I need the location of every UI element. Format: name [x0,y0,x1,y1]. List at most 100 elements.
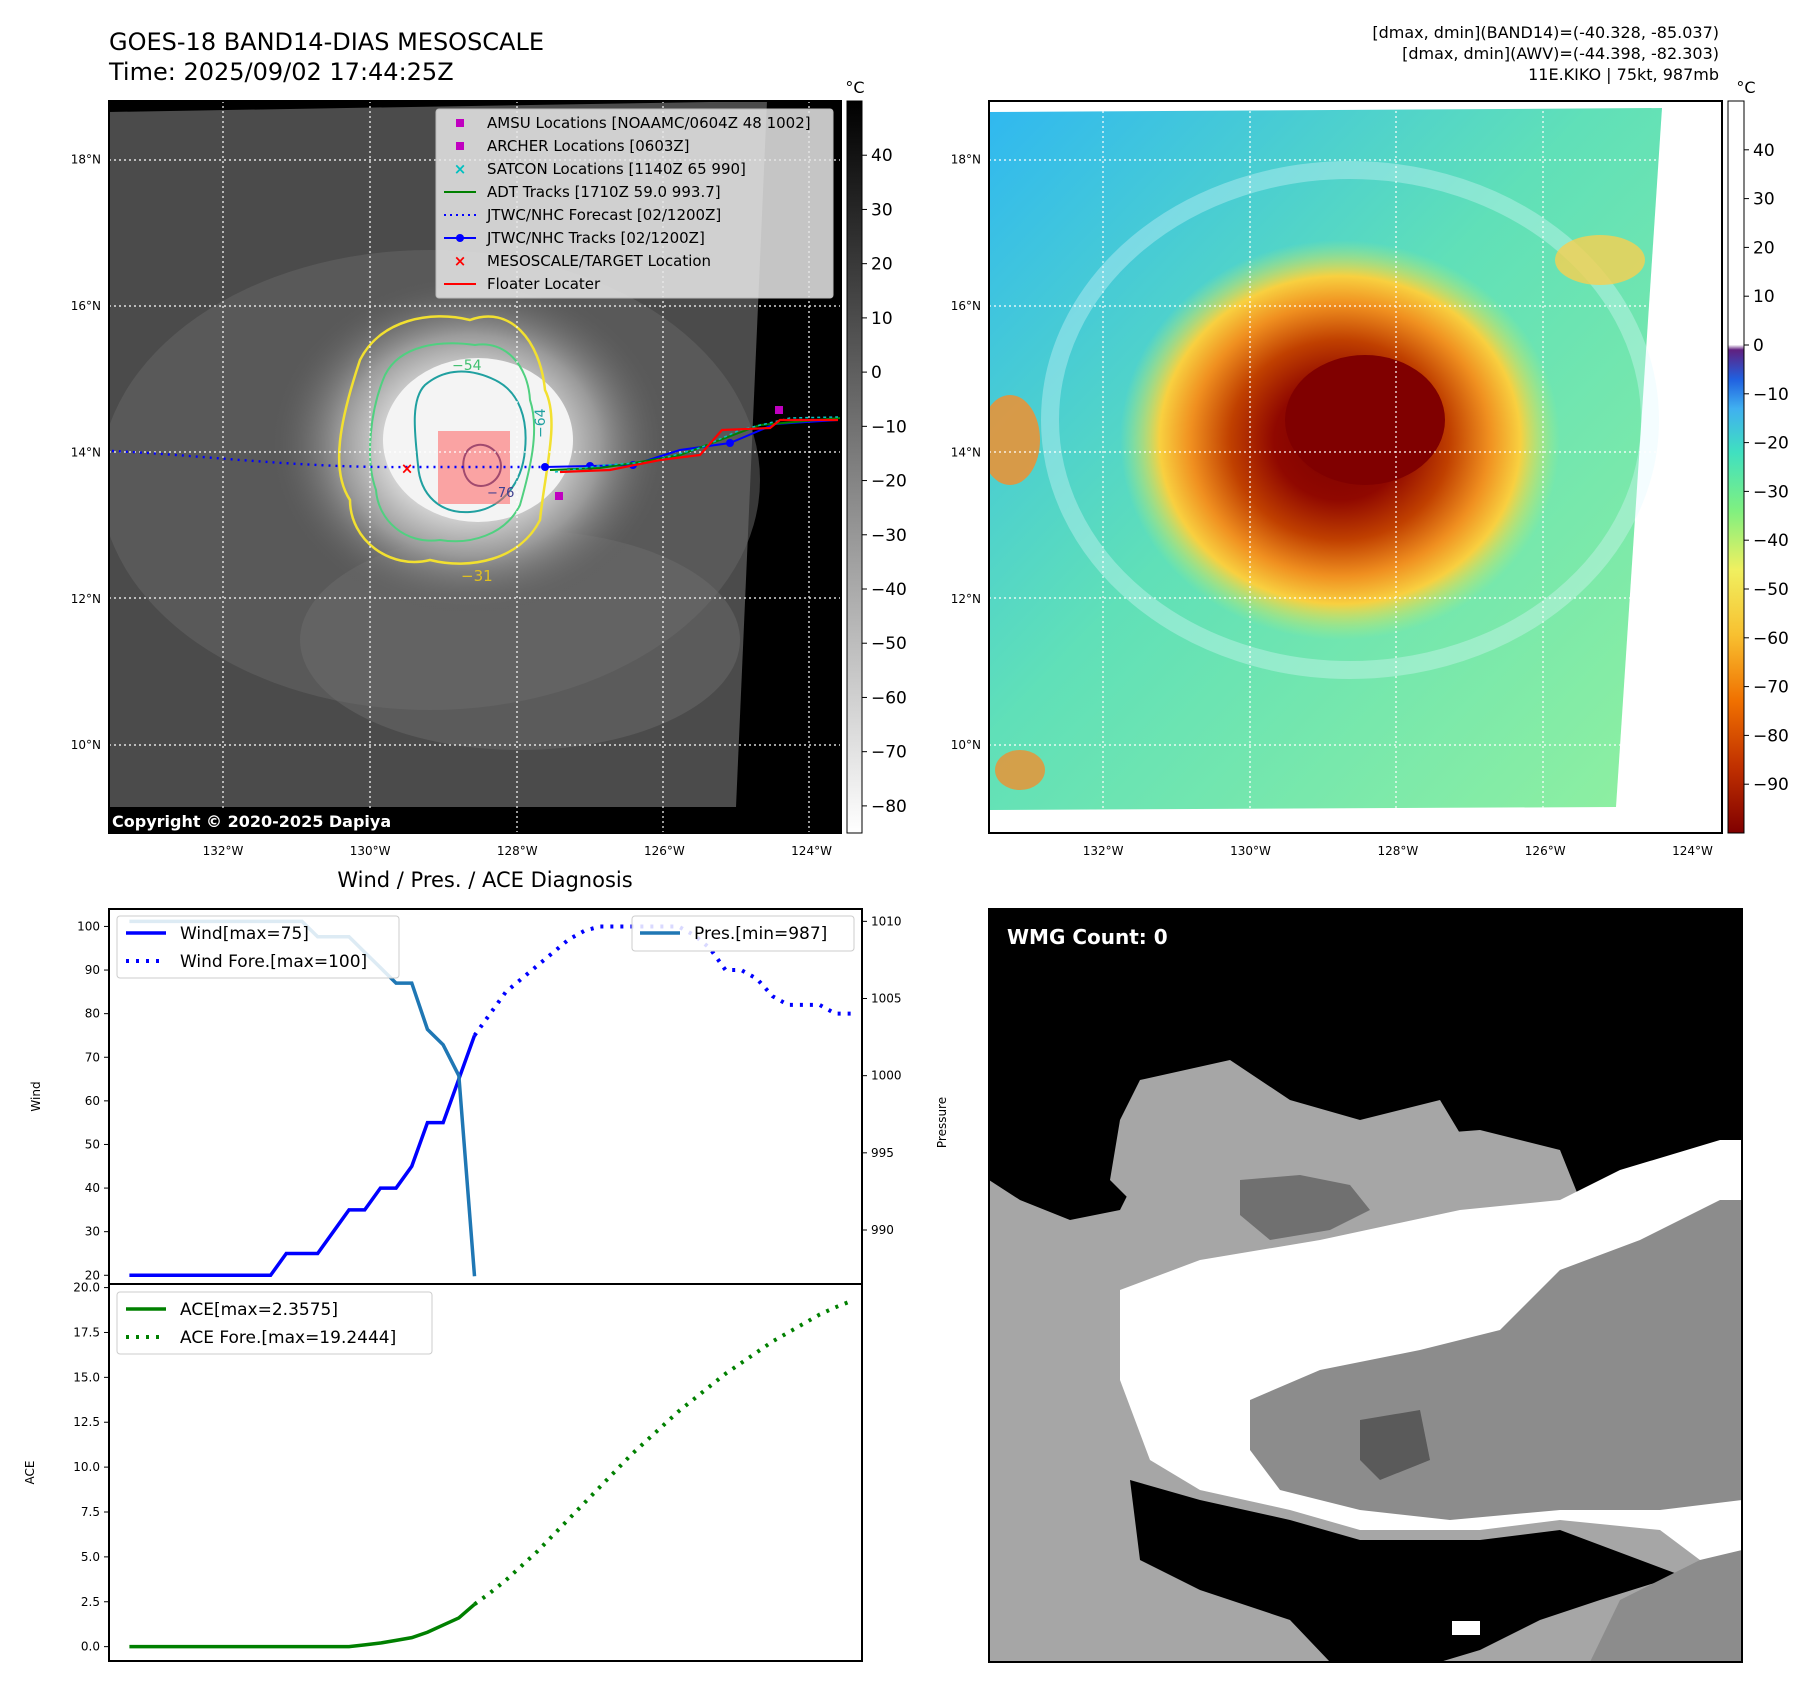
colorbar-tick-label: 40 [1753,141,1775,161]
colorbar-tick-label: −10 [871,417,907,437]
legend-label: MESOSCALE/TARGET Location [487,252,711,270]
colorbar-tick-label: −80 [1753,726,1789,746]
awv-colorbar [1727,100,1745,834]
ace-ytick-label: 5.0 [81,1550,100,1564]
lon-tick-label: 124°W [1672,844,1713,858]
lat-tick-label: 18°N [951,153,981,167]
legend-label: ACE Fore.[max=19.2444] [180,1328,396,1348]
colorbar-tick-label: 40 [871,146,893,166]
awv-colorbar-unit: °C [1736,78,1755,97]
ace-ytick-label: 17.5 [73,1325,100,1339]
wmg-frame [988,908,1743,1663]
wmg-count-label: WMG Count: 0 [1007,925,1168,949]
legend-marker-square [456,119,464,127]
title-line-2: Time: 2025/09/02 17:44:25Z [109,58,454,86]
legend-box [435,108,834,299]
pressure-ytick-label: 1010 [871,914,902,928]
colorbar-tick-label: −40 [871,580,907,600]
satcon-track [554,416,839,473]
ir-map-frame [108,100,842,834]
colorbar-tick-label: −20 [871,472,907,492]
colorbar-tick-label: −60 [871,688,907,708]
lon-tick-label: 126°W [1525,844,1566,858]
awv-north-cells [1555,235,1645,285]
colorbar-tick-label: 10 [1753,287,1775,307]
contour-minus-54 [369,342,536,543]
colorbar-tick-label: −30 [1753,482,1789,502]
colorbar-tick-label: −60 [1753,629,1789,649]
colorbar-tick-label: −50 [1753,580,1789,600]
legend-label: SATCON Locations [1140Z 65 990] [487,160,746,178]
awv-eye-region [1285,355,1445,485]
wind-ytick-label: 50 [85,1137,100,1151]
awv-outflow-ring [1041,161,1659,679]
colorbar-tick-label: 20 [1753,238,1775,258]
wmg-background [989,909,1742,1662]
mesoscale-target-marker: × [401,460,414,478]
colorbar-tick-label: 30 [871,200,893,220]
lon-tick-label: 132°W [1083,844,1124,858]
wmg-gray-southeast [1590,1550,1742,1662]
colorbar-tick-label: −70 [1753,678,1789,698]
contour-label: −76 [487,486,514,501]
lat-tick-label: 16°N [71,299,101,313]
wind-ytick-label: 100 [77,919,100,933]
stats-line-1: [dmax, dmin](BAND14)=(-40.328, -85.037) [1372,23,1719,42]
wmg-gray-region [1110,1060,1470,1250]
wind-legend-box [116,915,400,979]
wind-ytick-label: 90 [85,963,100,977]
ace-ylabel: ACE [23,1461,37,1485]
ace-ytick-label: 7.5 [81,1505,100,1519]
wind-ytick-label: 40 [85,1181,100,1195]
contour-minus-31 [337,315,553,565]
lat-tick-label: 14°N [71,445,101,459]
wmg-darkest-patch [1360,1410,1430,1480]
pressure-ytick-label: 1005 [871,992,902,1006]
legend-label: Pres.[min=987] [694,924,827,944]
ace-ytick-label: 10.0 [73,1460,100,1474]
pressure-ytick-label: 1000 [871,1069,902,1083]
ace-ytick-label: 15.0 [73,1370,100,1384]
lat-tick-label: 12°N [951,592,981,606]
colorbar-tick-label: −20 [1753,434,1789,454]
ir-colorbar-unit: °C [845,78,864,97]
colorbar-tick-label: −50 [871,634,907,654]
lat-tick-label: 10°N [71,738,101,752]
colorbar-tick-label: −90 [1753,775,1789,795]
colorbar-tick-label: 0 [1753,336,1764,356]
wmg-white-spot [1452,1621,1480,1635]
lat-tick-label: 14°N [951,445,981,459]
lon-tick-label: 130°W [1230,844,1271,858]
ace-legend-box [116,1291,433,1355]
legend-label: Wind Fore.[max=100] [180,952,367,972]
awv-map-frame [988,100,1723,834]
copyright-background [109,808,419,833]
awv-west-band [989,395,1040,485]
pressure-legend-box [631,915,855,952]
lat-tick-label: 12°N [71,592,101,606]
pressure-ytick-label: 990 [871,1223,894,1237]
ace-ytick-label: 0.0 [81,1640,100,1654]
lon-tick-label: 124°W [791,844,832,858]
series-line-wind-fore- [472,924,852,1037]
legend-label: Wind[max=75] [180,924,309,944]
wmg-black-region-north [989,909,1742,1250]
diag-title: Wind / Pres. / ACE Diagnosis [337,868,632,892]
ace-ytick-label: 12.5 [73,1415,100,1429]
ace-chart-frame [108,1283,863,1662]
legend-label: AMSU Locations [NOAAMC/0604Z 48 1002] [487,114,811,132]
jtwc-track-point [726,439,734,447]
colorbar-tick-label: −10 [1753,385,1789,405]
contour-label: −31 [461,567,493,585]
legend-marker-x: × [454,252,467,270]
wind-ytick-label: 80 [85,1007,100,1021]
pressure-ytick-label: 995 [871,1146,894,1160]
copyright-notice: Copyright © 2020-2025 Dapiya [112,812,391,831]
jtwc-track-point [541,463,549,471]
lat-tick-label: 16°N [951,299,981,313]
ace-ytick-label: 20.0 [73,1281,100,1295]
legend-label: ACE[max=2.3575] [180,1300,338,1320]
contour-label: −54 [452,358,482,374]
colorbar-tick-label: 10 [871,309,893,329]
